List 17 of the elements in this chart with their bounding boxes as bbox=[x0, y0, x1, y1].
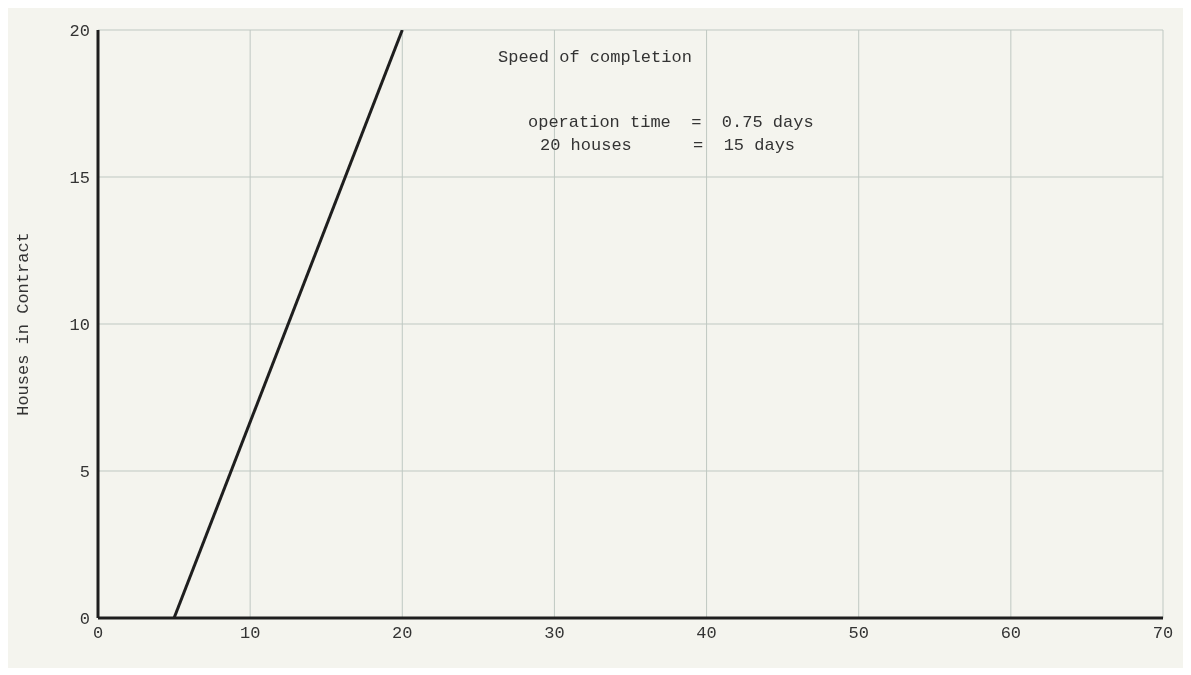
y-tick-label: 10 bbox=[69, 316, 90, 336]
y-tick-label: 15 bbox=[69, 169, 90, 189]
x-tick-label: 70 bbox=[1152, 624, 1174, 644]
annotation: operation time = 0.75 days bbox=[528, 113, 814, 132]
x-tick-label: 50 bbox=[848, 624, 869, 644]
x-tick-label: 10 bbox=[239, 624, 261, 644]
annotation: 20 houses = 15 days bbox=[540, 136, 796, 155]
x-tick-label: 0 bbox=[92, 624, 104, 644]
x-tick-label: 40 bbox=[696, 624, 717, 644]
y-axis-title: Houses in Contract bbox=[14, 232, 34, 416]
annotation: Speed of completion bbox=[498, 48, 692, 67]
x-tick-label: 20 bbox=[392, 624, 413, 644]
y-tick-label: 20 bbox=[69, 22, 90, 42]
y-tick-label: 0 bbox=[79, 610, 90, 630]
y-tick-label: 5 bbox=[79, 463, 90, 483]
x-tick-label: 60 bbox=[1000, 624, 1022, 644]
x-tick-label: 30 bbox=[544, 624, 565, 644]
